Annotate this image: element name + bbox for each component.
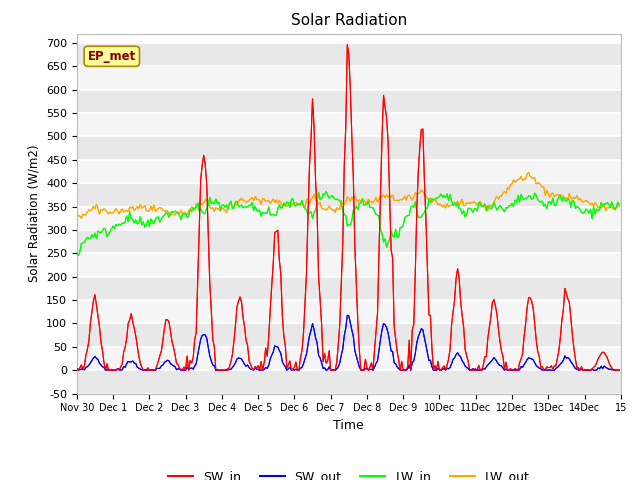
Bar: [77, 160, 621, 183]
Title: Solar Radiation: Solar Radiation: [291, 13, 407, 28]
X-axis label: Time: Time: [333, 419, 364, 432]
Bar: [77, 300, 621, 324]
Bar: [77, 113, 621, 136]
Bar: [77, 183, 621, 206]
Bar: [77, 66, 621, 90]
Bar: [77, 43, 621, 66]
Bar: [77, 347, 621, 370]
Bar: [77, 276, 621, 300]
Bar: [77, 324, 621, 347]
Bar: [77, 253, 621, 276]
Y-axis label: Solar Radiation (W/m2): Solar Radiation (W/m2): [28, 145, 40, 282]
Bar: [77, 370, 621, 394]
Bar: [77, 136, 621, 160]
Bar: [77, 206, 621, 230]
Bar: [77, 90, 621, 113]
Text: EP_met: EP_met: [88, 50, 136, 63]
Legend: SW_in, SW_out, LW_in, LW_out: SW_in, SW_out, LW_in, LW_out: [163, 465, 535, 480]
Bar: [77, 230, 621, 253]
